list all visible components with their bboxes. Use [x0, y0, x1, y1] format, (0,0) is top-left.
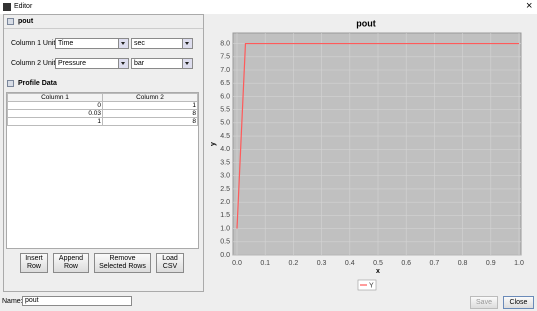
- header-cell: Column 2: [102, 93, 198, 102]
- app-icon: [3, 3, 11, 11]
- collapse-icon[interactable]: [7, 80, 14, 87]
- column1-label: Column 1 Units: [11, 40, 59, 47]
- column2-quantity[interactable]: Pressure: [55, 58, 129, 69]
- table-header: Column 1 Column 2: [7, 93, 198, 102]
- y-tick-label: 7.0: [220, 67, 230, 74]
- window-title: Editor: [14, 3, 33, 10]
- collapse-icon[interactable]: [7, 18, 14, 25]
- y-tick-label: 6.0: [220, 93, 230, 100]
- y-tick-label: 0.5: [220, 239, 230, 246]
- combo-arrow: [182, 39, 192, 48]
- panel-title: pout: [18, 18, 34, 25]
- table-cell[interactable]: 0: [7, 101, 103, 110]
- header-cell: Column 1: [7, 93, 103, 102]
- table-row[interactable]: 0.03 8: [7, 109, 198, 118]
- column2-unit[interactable]: bar: [131, 58, 193, 69]
- x-tick-label: 0.1: [260, 260, 270, 267]
- y-tick-label: 6.5: [220, 80, 230, 87]
- x-tick-label: 0.0: [232, 260, 242, 267]
- load-csv-button[interactable]: Load CSV: [156, 253, 184, 273]
- left-panel: pout Column 1 Units Time sec Column 2 Un…: [3, 14, 204, 292]
- line: [236, 42, 519, 229]
- combo-arrow: [118, 59, 128, 68]
- y-tick-label: 5.5: [220, 106, 230, 113]
- table-area: Column 1 Column 2 0 1 0.03 8 1 8: [6, 92, 199, 249]
- combo-text: Time: [58, 40, 74, 47]
- append-row-button[interactable]: Append Row: [53, 253, 89, 273]
- legend-label: Y: [369, 282, 374, 289]
- x-tick-label: 0.7: [430, 260, 440, 267]
- table-cell[interactable]: 0.03: [7, 109, 103, 118]
- table-cell[interactable]: 8: [102, 109, 198, 118]
- y-tick-label: 1.5: [220, 212, 230, 219]
- save-button[interactable]: Save: [470, 296, 498, 309]
- name-input[interactable]: pout: [22, 296, 132, 306]
- combo-arrow: [118, 39, 128, 48]
- combo-arrow: [182, 59, 192, 68]
- y-tick-label: 3.5: [220, 159, 230, 166]
- y-tick-label: 8.0: [220, 40, 230, 47]
- y-tick-label: 2.0: [220, 199, 230, 206]
- name-value: pout: [25, 297, 39, 304]
- combo-text: sec: [134, 40, 145, 47]
- y-tick-label: 4.5: [220, 133, 230, 140]
- profile-table: Column 1 Column 2 0 1 0.03 8 1 8: [7, 93, 198, 126]
- y-tick-label: 2.5: [220, 186, 230, 193]
- plot-area: [232, 32, 522, 256]
- y-tick-label: 1.0: [220, 225, 230, 232]
- column1-unit[interactable]: sec: [131, 38, 193, 49]
- remove-rows-button[interactable]: Remove Selected Rows: [94, 253, 151, 273]
- y-axis-label: y: [210, 142, 217, 146]
- window-close[interactable]: ×: [526, 0, 533, 12]
- x-axis-label: x: [376, 268, 380, 275]
- x-tick-label: 0.3: [317, 260, 327, 267]
- combo-text: bar: [134, 60, 145, 67]
- x-tick-label: 1.0: [514, 260, 524, 267]
- y-tick-label: 7.5: [220, 54, 230, 61]
- y-tick-label: 3.0: [220, 173, 230, 180]
- name-label: Name:: [2, 298, 23, 305]
- y-tick-label: 0.0: [220, 252, 230, 259]
- table-cell[interactable]: 1: [7, 117, 103, 126]
- x-tick-label: 0.6: [401, 260, 411, 267]
- x-tick-label: 0.2: [289, 260, 299, 267]
- x-tick-label: 0.9: [486, 260, 496, 267]
- column2-label: Column 2 Units: [11, 60, 59, 67]
- combo-text: Pressure: [58, 60, 87, 67]
- table-cell[interactable]: 1: [102, 101, 198, 110]
- y-tick-label: 5.0: [220, 120, 230, 127]
- x-tick-label: 0.5: [373, 260, 383, 267]
- insert-row-button[interactable]: Insert Row: [20, 253, 48, 273]
- profile-title: Profile Data: [18, 80, 57, 87]
- chart: pout y x 0.0 0.5 1.0 1.5 2.0 2.5 3.0 3.5 4.0 4.5 5…: [210, 18, 524, 291]
- x-tick-label: 0.8: [458, 260, 468, 267]
- column1-quantity[interactable]: Time: [55, 38, 129, 49]
- close-button[interactable]: Close: [503, 296, 534, 309]
- chart-title: pout: [356, 18, 376, 28]
- y-tick-label: 4.0: [220, 146, 230, 153]
- title-bar: Editor ×: [0, 0, 537, 14]
- table-cell[interactable]: 8: [102, 117, 198, 126]
- x-tick-label: 0.4: [345, 260, 355, 267]
- separator: [4, 28, 203, 29]
